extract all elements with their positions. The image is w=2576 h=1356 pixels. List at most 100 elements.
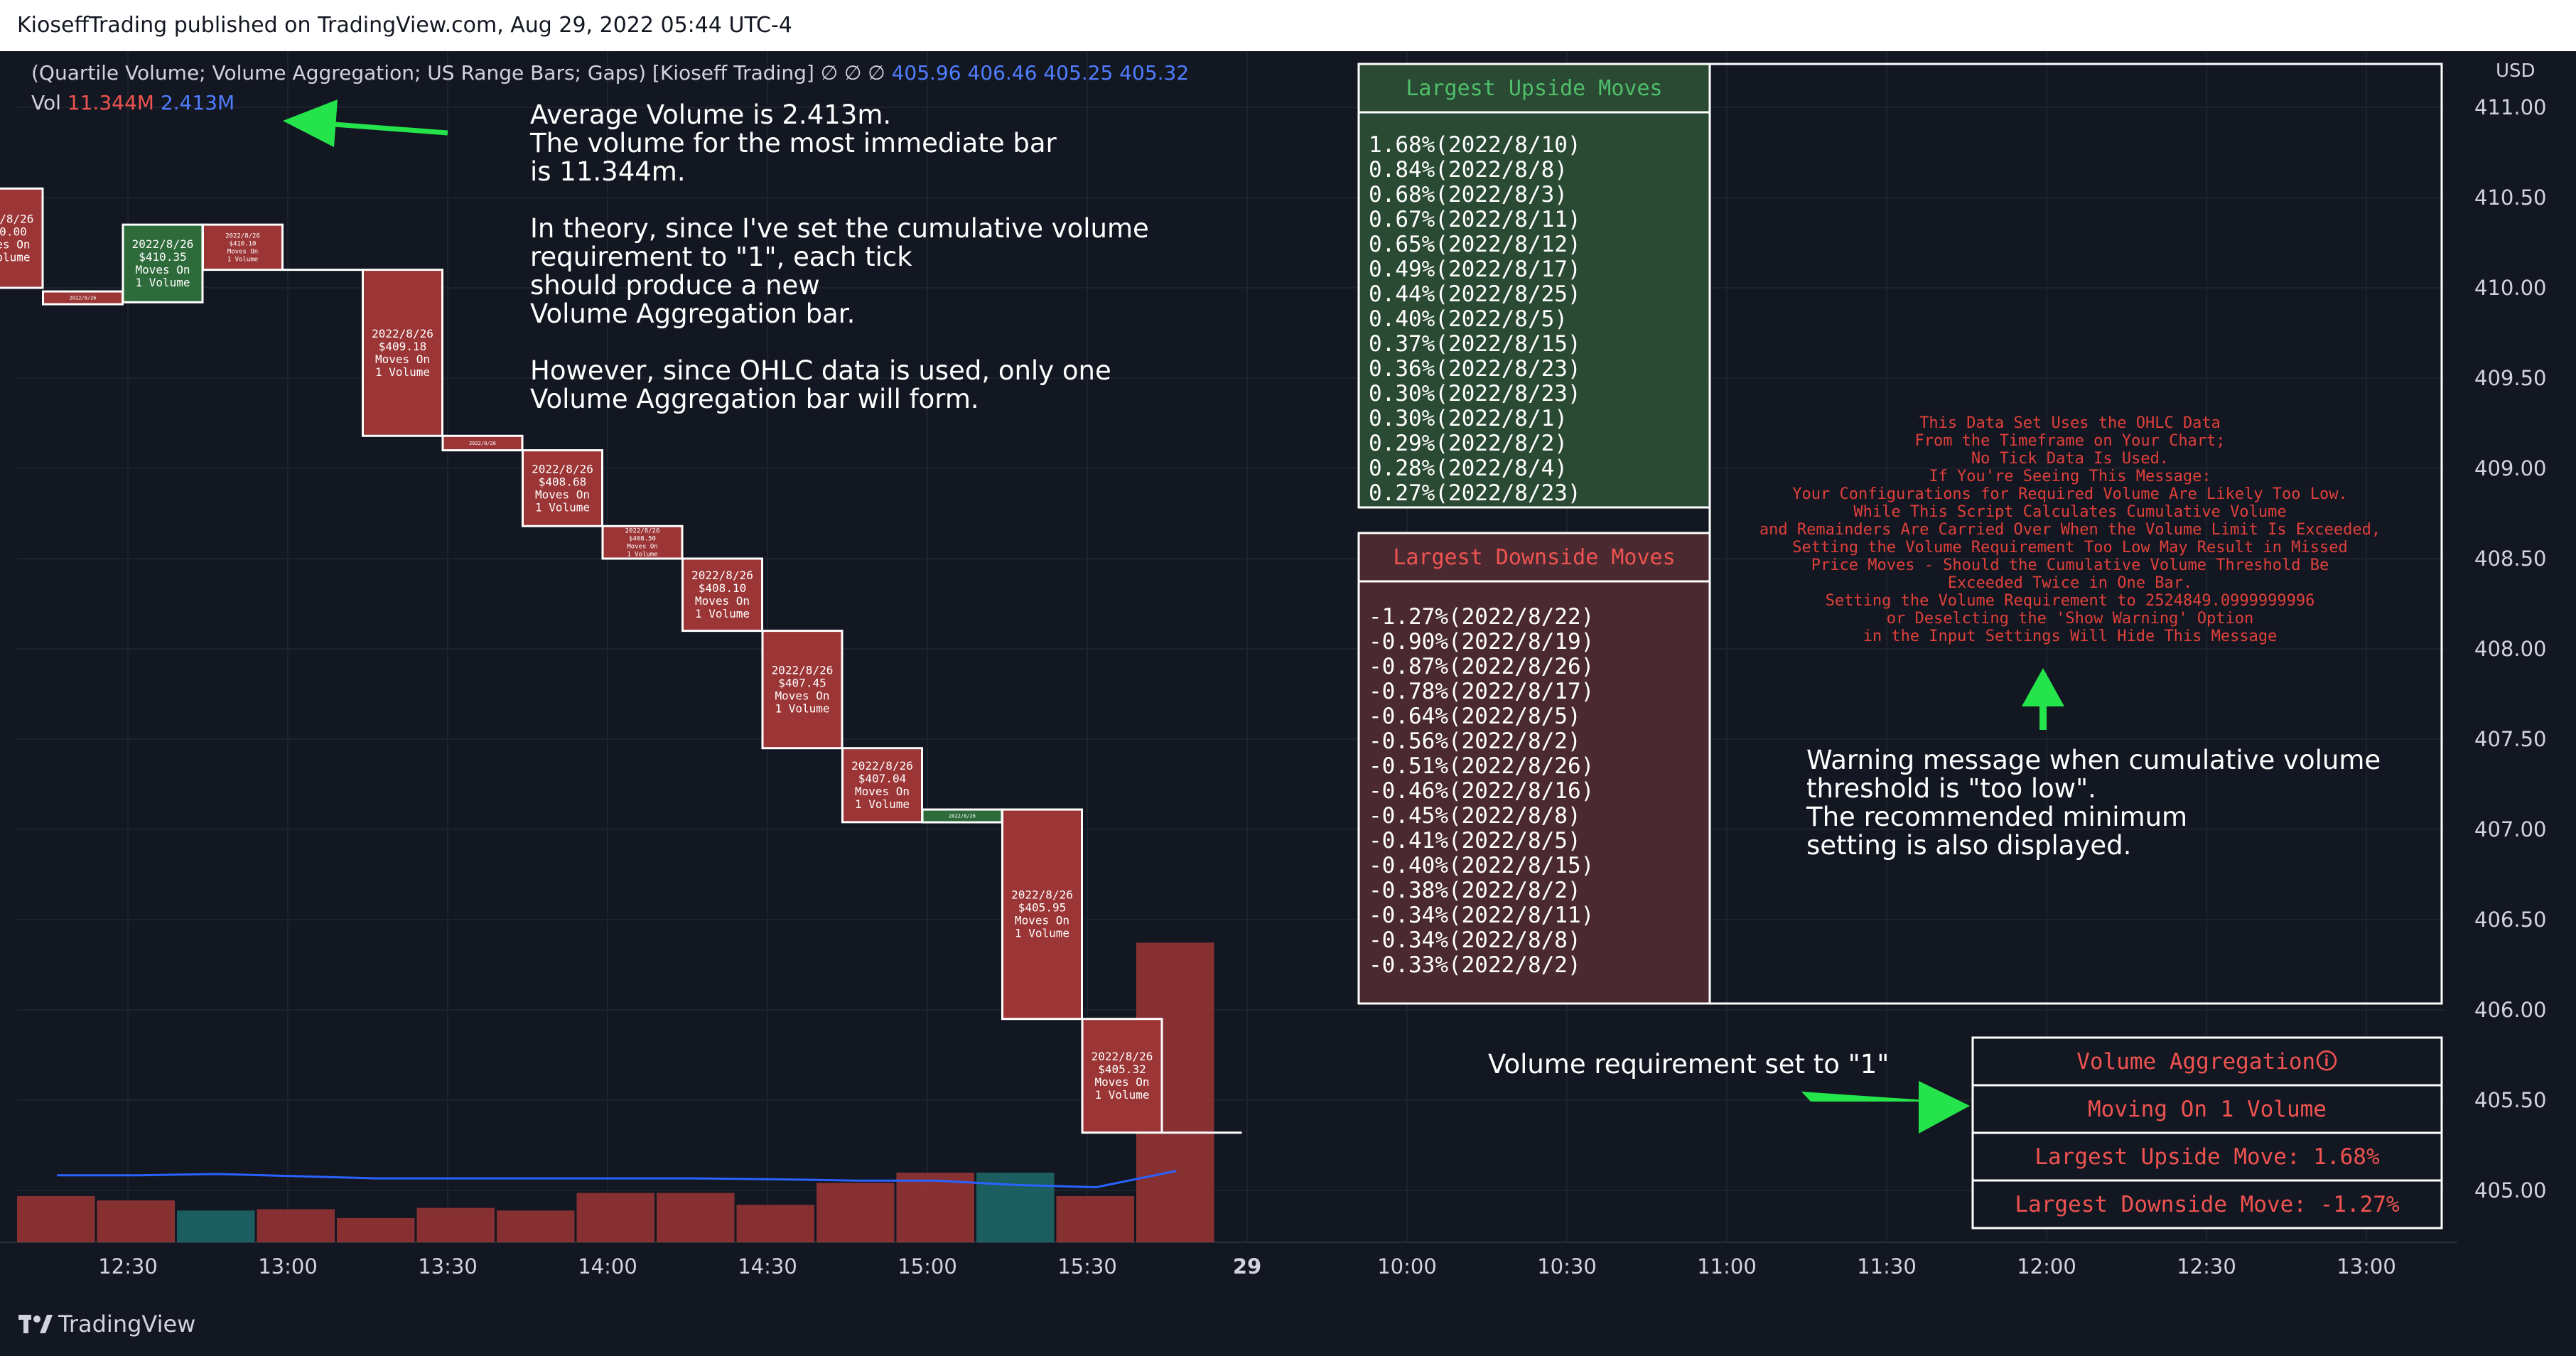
warning-message-line: While This Script Calculates Cumulative …: [1853, 503, 2286, 521]
volume-bar: [337, 1217, 415, 1242]
arrow-head-icon: [2022, 668, 2064, 706]
volume-aggregation-info-table: Volume Aggregation🛈 Moving On 1 Volume Lar…: [1971, 1036, 2443, 1229]
warning-message-line: Setting the Volume Requirement to 252484…: [1826, 592, 2315, 610]
x-tick-label: 14:00: [578, 1254, 637, 1279]
upside-move-row: 0.49%(2022/8/17): [1369, 257, 1581, 282]
upside-move-row: 0.68%(2022/8/3): [1369, 182, 1568, 208]
annotation-text-warning: Warning message when cumulative volume: [1806, 745, 2381, 775]
upside-move-row: 0.44%(2022/8/25): [1369, 281, 1581, 307]
downside-move-row: -0.41%(2022/8/5): [1369, 828, 1581, 854]
moves-table: Largest Upside Moves 1.68%(2022/8/10)0.84…: [1357, 63, 2443, 1005]
x-tick-label: 15:30: [1057, 1254, 1117, 1279]
aggregation-box-label: Moves On: [535, 488, 590, 501]
aggregation-box-label: $409.18: [379, 340, 426, 353]
downside-move-row: -0.64%(2022/8/5): [1369, 704, 1581, 729]
aggregation-box-label: 2022/8/26: [225, 232, 260, 240]
info-table-cell: [1971, 1084, 2443, 1134]
arrow-shaft: [1801, 1092, 1947, 1102]
warning-message-line: or Deselcting the 'Show Warning' Option: [1887, 610, 2254, 628]
downside-move-row: -0.90%(2022/8/19): [1369, 629, 1594, 655]
upside-title-cell: [1357, 63, 1711, 114]
price-axis[interactable]: USD 411.00 410.50 410.00 409.50 409.00 408.50 4…: [2457, 51, 2576, 1293]
indicator-name: (Quartile Volume; Volume Aggregation; US…: [31, 61, 821, 85]
annotation-text-top: Volume Aggregation bar.: [530, 298, 855, 329]
upside-moves-title: Largest Upside Moves: [1406, 76, 1662, 101]
aggregation-box-label: $410.35: [139, 250, 186, 264]
aggregation-box-body: [0, 187, 44, 289]
downside-moves-title: Largest Downside Moves: [1393, 545, 1675, 570]
upside-move-row: 0.30%(2022/8/1): [1369, 406, 1568, 431]
arrow-head-icon: [283, 99, 338, 147]
aggregation-box-label: 2022/8/26: [772, 663, 834, 677]
aggregation-box-label: Moves On: [0, 237, 31, 251]
aggregation-box-label: 1 Volume: [1094, 1088, 1149, 1102]
volume-bar: [736, 1205, 814, 1242]
x-tick-label: 29: [1233, 1254, 1261, 1279]
aggregation-box-label: $410.10: [230, 240, 257, 247]
info-table-cell: [1971, 1036, 2443, 1087]
downside-move-row: -0.38%(2022/8/2): [1369, 878, 1581, 903]
aggregation-box-label: Moves On: [855, 785, 910, 798]
info-table-text: Moving On 1 Volume: [2088, 1097, 2327, 1122]
y-tick-label: 405.50: [2474, 1088, 2546, 1112]
annotation-text-top: In theory, since I've set the cumulative…: [530, 213, 1149, 244]
x-tick-label: 11:00: [1697, 1254, 1757, 1279]
aggregation-box-body: [1001, 808, 1083, 1021]
y-tick-label: 409.00: [2474, 456, 2546, 480]
x-tick-label: 13:00: [258, 1254, 318, 1279]
x-tick-label: 12:00: [2017, 1254, 2076, 1279]
x-tick-label: 10:00: [1377, 1254, 1437, 1279]
currency-label: USD: [2496, 60, 2535, 82]
info-table-cell: [1971, 1131, 2443, 1182]
upside-move-row: 0.28%(2022/8/4): [1369, 456, 1568, 481]
volume-bar: [416, 1207, 495, 1242]
aggregation-box-label: Moves On: [1015, 914, 1069, 927]
y-tick-label: 409.50: [2474, 366, 2546, 390]
indicator-empty-values: ∅ ∅ ∅: [821, 61, 892, 85]
indicator-value: 405.32: [1119, 61, 1189, 85]
x-tick-label: 11:30: [1857, 1254, 1917, 1279]
aggregation-box-label: 1 Volume: [227, 256, 258, 263]
y-tick-label: 408.50: [2474, 547, 2546, 571]
price-chart[interactable]: USD 411.00 410.50 410.00 409.50 409.00 408.50 4…: [0, 51, 2576, 1293]
upside-move-row: 0.84%(2022/8/8): [1369, 157, 1568, 183]
volume-bar: [817, 1183, 895, 1242]
aggregation-box-label: 1 Volume: [135, 276, 190, 289]
volume-bar: [17, 1195, 95, 1242]
x-tick-label: 15:00: [898, 1254, 957, 1279]
warning-message-line: No Tick Data Is Used.: [1971, 450, 2169, 468]
warning-message-line: From the Timeframe on Your Chart;: [1914, 432, 2225, 450]
time-axis[interactable]: 12:30 13:00 13:30 14:00 14:30 15:00 15:30 29 10:…: [0, 1242, 2457, 1279]
aggregation-box-body: [441, 434, 524, 452]
annotation-text-warning: The recommended minimum: [1806, 802, 2187, 832]
upside-move-row: 0.36%(2022/8/23): [1369, 356, 1581, 382]
aggregation-box-label: 2022/8/26: [851, 759, 913, 773]
arrow-shaft: [333, 122, 448, 136]
indicator-legend[interactable]: (Quartile Volume; Volume Aggregation; US…: [31, 61, 1189, 114]
y-tick-label: 407.00: [2474, 817, 2546, 841]
tradingview-logo-icon: [18, 1315, 53, 1333]
x-tick-label: 13:30: [418, 1254, 478, 1279]
volume-bar: [97, 1200, 175, 1242]
info-table-text: Largest Downside Move: -1.27%: [2015, 1192, 2400, 1217]
volume-bar: [257, 1209, 335, 1242]
aggregation-box-label: $407.04: [858, 772, 906, 785]
aggregation-box-label: 2022/8/26: [1092, 1050, 1153, 1063]
arrow-head-icon: [1919, 1081, 1970, 1134]
volume-legend-line: Vol 11.344M 2.413M: [31, 91, 235, 114]
aggregation-box-label: 2022/8/26: [1011, 888, 1073, 902]
x-tick-label: 12:30: [2177, 1254, 2236, 1279]
aggregation-box-label: $408.68: [539, 475, 586, 488]
aggregation-box: 2022/8/26$410.00Moves On1 Volume: [0, 187, 44, 289]
aggregation-box: 2022/8/26: [921, 808, 1003, 824]
downside-title-cell: [1357, 532, 1711, 583]
tradingview-logo[interactable]: TradingView: [16, 1309, 200, 1340]
